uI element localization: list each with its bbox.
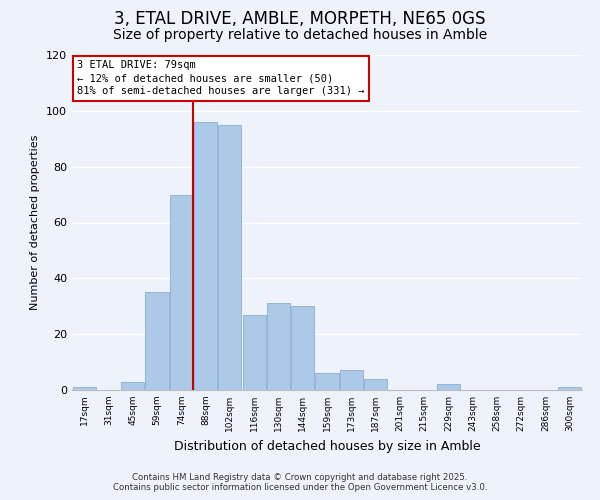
Bar [291, 306, 314, 390]
Bar [267, 304, 290, 390]
Bar [316, 373, 338, 390]
X-axis label: Distribution of detached houses by size in Amble: Distribution of detached houses by size … [173, 440, 481, 452]
Y-axis label: Number of detached properties: Number of detached properties [31, 135, 40, 310]
Bar [559, 387, 581, 390]
Text: 3 ETAL DRIVE: 79sqm
← 12% of detached houses are smaller (50)
81% of semi-detach: 3 ETAL DRIVE: 79sqm ← 12% of detached ho… [77, 60, 365, 96]
Text: 3, ETAL DRIVE, AMBLE, MORPETH, NE65 0GS: 3, ETAL DRIVE, AMBLE, MORPETH, NE65 0GS [114, 10, 486, 28]
Bar [145, 292, 169, 390]
Bar [437, 384, 460, 390]
Bar [121, 382, 144, 390]
Bar [242, 314, 266, 390]
Bar [73, 387, 95, 390]
Text: Contains HM Land Registry data © Crown copyright and database right 2025.
Contai: Contains HM Land Registry data © Crown c… [113, 473, 487, 492]
Bar [194, 122, 217, 390]
Bar [340, 370, 363, 390]
Bar [364, 379, 387, 390]
Bar [218, 125, 241, 390]
Text: Size of property relative to detached houses in Amble: Size of property relative to detached ho… [113, 28, 487, 42]
Bar [170, 194, 193, 390]
